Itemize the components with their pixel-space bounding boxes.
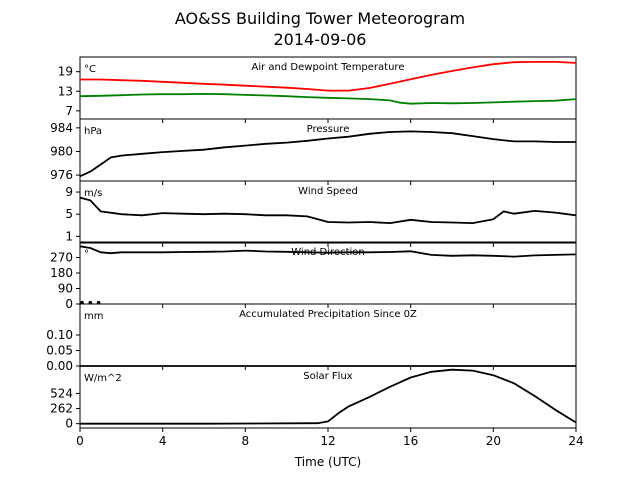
x-tick-label: 16: [403, 434, 418, 448]
y-tick-label: 9: [65, 185, 73, 199]
panel-0: 7 13 19 Air and Dewpoint Temperature °C: [58, 56, 577, 123]
series-line: [79, 130, 576, 178]
y-tick-label: 980: [50, 144, 73, 158]
panel-unit: m/s: [84, 188, 102, 199]
series-line: [79, 245, 577, 258]
y-tick-label: 180: [50, 266, 73, 280]
x-tick-label: 0: [76, 434, 84, 448]
y-tick-label: 19: [58, 65, 73, 79]
y-tick-label: 270: [50, 251, 73, 265]
panel-title: Wind Direction: [291, 247, 365, 258]
series-line: [80, 368, 577, 425]
panel-title: Pressure: [307, 124, 350, 135]
panel-4: 0.000.05 0.10 Accumulated Precipitation Si…: [46, 303, 577, 373]
panel-title: Accumulated Precipitation Since 0Z: [239, 309, 417, 320]
y-tick-label: 0: [65, 297, 73, 311]
y-tick-label: 524: [50, 386, 73, 400]
chart-subtitle: 2014-09-06: [274, 30, 367, 49]
panel-unit: °C: [84, 64, 96, 75]
panel-unit: W/m^2: [84, 373, 122, 384]
y-tick-label: 0.10: [46, 328, 73, 342]
series-line: [80, 61, 577, 92]
y-tick-label: 984: [50, 121, 73, 135]
y-tick-label: 1: [65, 229, 73, 243]
panel-unit: hPa: [84, 126, 102, 137]
y-tick-label: 976: [50, 168, 73, 182]
panel-title: Solar Flux: [303, 371, 353, 382]
panel-1: 976 980 984 Pressure hPa: [50, 118, 577, 185]
y-tick-label: 0.05: [46, 344, 73, 358]
panel-title: Air and Dewpoint Temperature: [252, 62, 405, 73]
y-tick-label: 262: [50, 402, 73, 416]
y-tick-label: 5: [65, 207, 73, 221]
x-tick-label: 24: [568, 434, 583, 448]
y-tick-label: 90: [58, 282, 73, 296]
y-tick-label: 0.00: [46, 359, 73, 373]
y-tick-label: 0: [65, 417, 73, 431]
x-tick-label: 20: [486, 434, 501, 448]
panel-unit: mm: [84, 311, 103, 322]
x-axis-label: Time (UTC): [294, 455, 361, 469]
panel-title: Wind Speed: [298, 186, 358, 197]
x-tick-label: 4: [159, 434, 167, 448]
chart-title: AO&SS Building Tower Meteorogram: [175, 9, 465, 28]
series-line: [79, 196, 577, 225]
x-tick-label: 12: [320, 434, 335, 448]
panel-2: 1 5 9 Wind Speed m/s: [65, 180, 577, 247]
series-line: [79, 93, 577, 105]
y-tick-label: 7: [65, 104, 73, 118]
y-tick-label: 13: [58, 84, 73, 98]
x-tick-label: 8: [242, 434, 250, 448]
panel-unit: °: [84, 249, 89, 260]
